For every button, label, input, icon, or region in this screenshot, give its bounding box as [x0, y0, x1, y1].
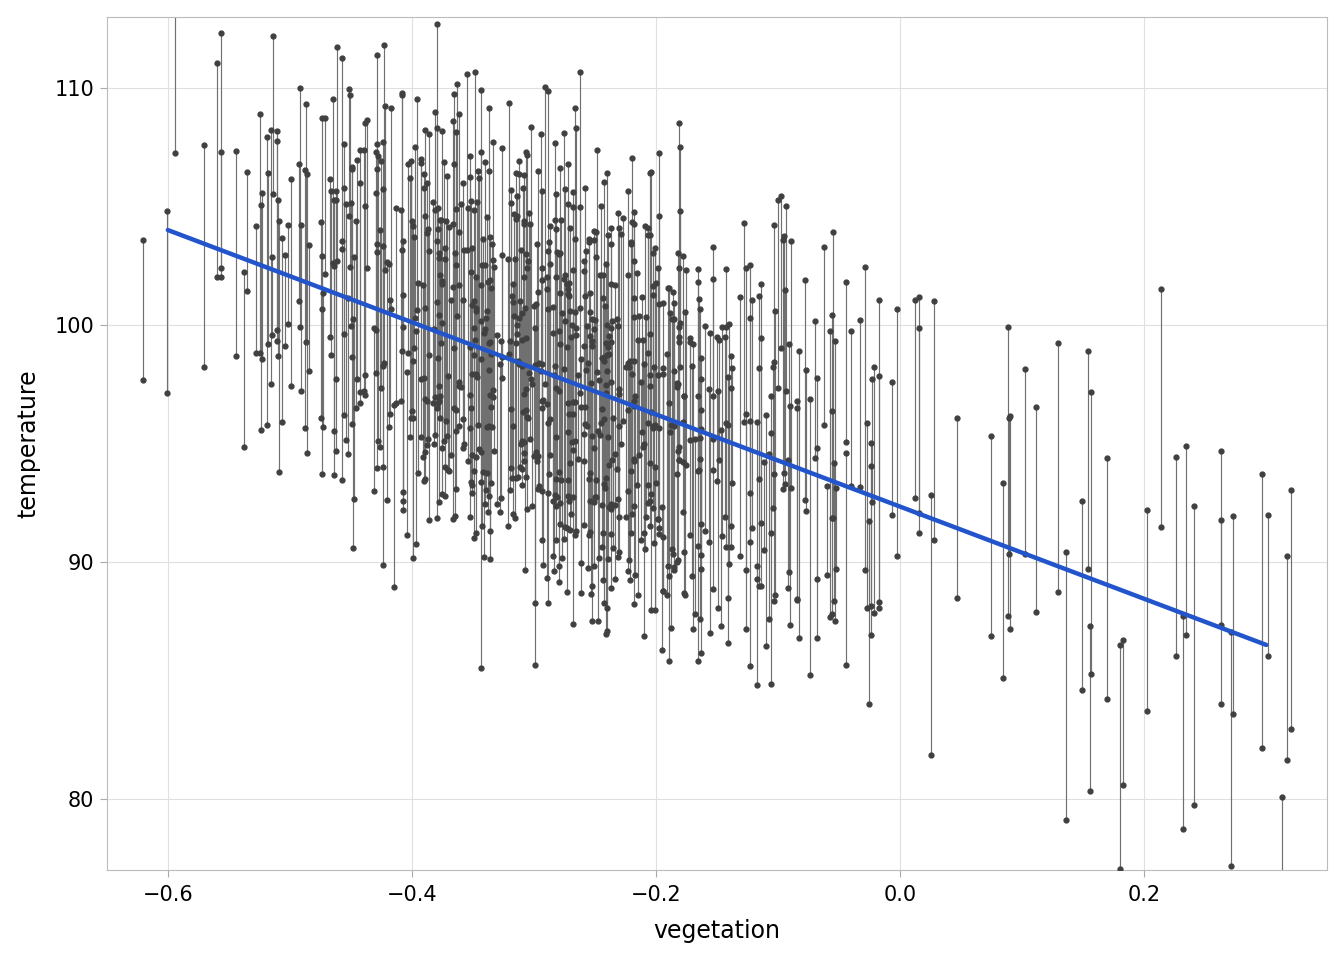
X-axis label: vegetation: vegetation: [653, 920, 781, 944]
Y-axis label: temperature: temperature: [16, 369, 40, 517]
